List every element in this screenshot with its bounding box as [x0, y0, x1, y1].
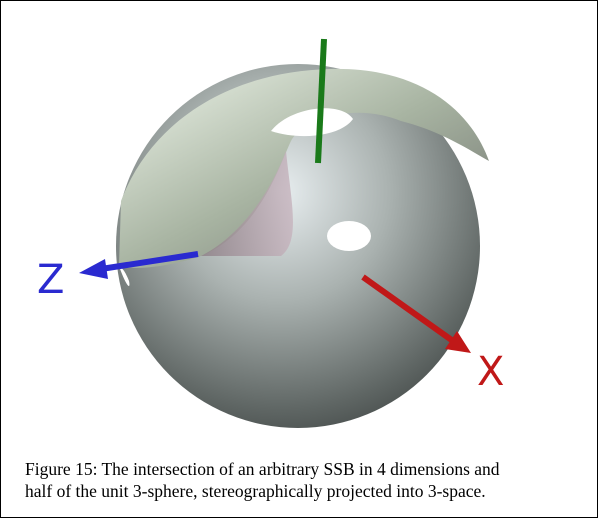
render: Z X [1, 1, 597, 441]
figure-page: Z X Figure 15: The intersection of an ar… [0, 0, 598, 518]
hole [327, 221, 371, 251]
x-label: X [477, 349, 504, 395]
caption-line: Figure 15: The intersection of an arbitr… [25, 459, 500, 480]
z-label: Z [37, 257, 64, 303]
z-arrowhead [79, 259, 108, 279]
caption-line: half of the unit 3-sphere, stereographic… [25, 481, 486, 502]
